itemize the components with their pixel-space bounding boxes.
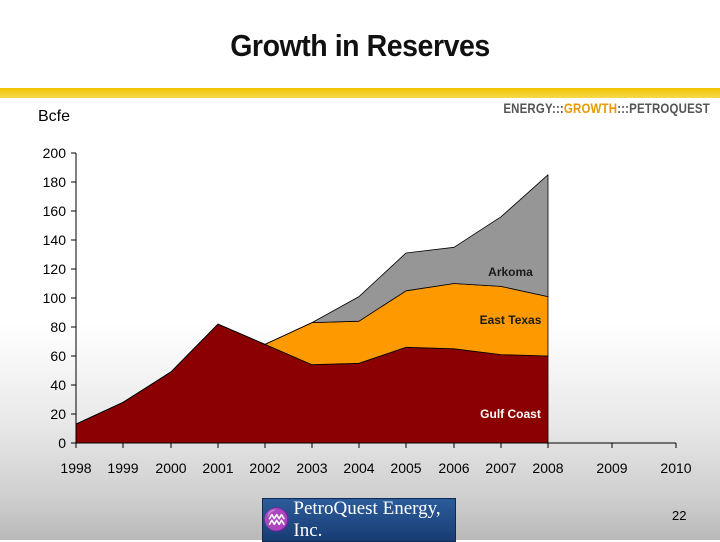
x-tick-label: 2009	[596, 460, 627, 476]
y-tick-label: 20	[50, 406, 66, 422]
x-tick-label: 2002	[249, 460, 280, 476]
area-arkoma	[75, 174, 549, 425]
series-label-gulf-coast: Gulf Coast	[480, 407, 541, 421]
x-tick-label: 2003	[296, 460, 327, 476]
y-tick-label: 200	[43, 145, 67, 161]
x-tick-label: 2001	[202, 460, 233, 476]
accent-band	[0, 88, 720, 98]
y-tick-label: 80	[50, 319, 66, 335]
x-tick-label: 2007	[485, 460, 516, 476]
tagline-petroquest: :::PETROQUEST	[617, 100, 710, 116]
y-tick-label: 180	[43, 174, 67, 190]
x-tick-label: 2004	[343, 460, 374, 476]
y-tick-label: 40	[50, 377, 66, 393]
x-tick-label: 2000	[155, 460, 186, 476]
y-tick-label: 100	[43, 290, 67, 306]
y-unit-label: Bcfe	[38, 108, 71, 125]
x-tick-label: 1999	[107, 460, 138, 476]
y-tick-label: 140	[43, 232, 67, 248]
x-tick-label: 2005	[390, 460, 421, 476]
company-logo: ♒ PetroQuest Energy, Inc.	[262, 498, 456, 542]
x-tick-label: 2006	[438, 460, 469, 476]
series-label-east-texas: East Texas	[480, 313, 542, 327]
tagline-growth: GROWTH	[564, 100, 618, 116]
page-number: 22	[672, 508, 687, 523]
x-tick-label: 2008	[532, 460, 563, 476]
x-tick-label: 2010	[660, 460, 691, 476]
page-title: Growth in Reserves	[230, 28, 490, 63]
series-label-arkoma: Arkoma	[488, 265, 533, 279]
y-tick-label: 160	[43, 203, 67, 219]
y-tick-label: 120	[43, 261, 67, 277]
y-tick-label: 60	[50, 348, 66, 364]
x-tick-label: 1998	[60, 460, 91, 476]
tagline-energy: ENERGY:::	[503, 100, 565, 116]
logo-text: PetroQuest Energy, Inc.	[293, 498, 441, 541]
flame-logo-icon: ♒	[263, 507, 291, 532]
company-tagline: ENERGY:::GROWTH:::PETROQUEST	[503, 100, 710, 116]
y-tick-label: 0	[58, 435, 66, 451]
